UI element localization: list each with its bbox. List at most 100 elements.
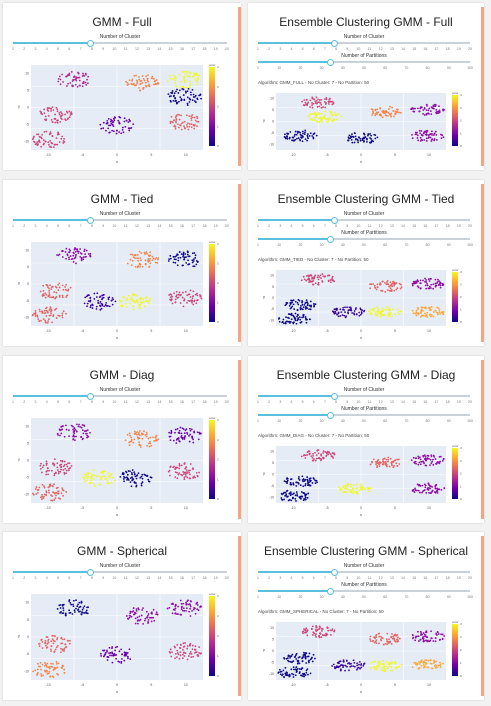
data-point	[284, 321, 287, 324]
slider-tick-label: 70	[404, 66, 409, 70]
slider-handle[interactable]	[331, 217, 339, 224]
slider-track[interactable]	[258, 588, 470, 595]
data-point	[102, 121, 105, 124]
slider-track[interactable]	[13, 40, 227, 47]
partition-slider[interactable]: Number of Partitions 1 10 20 30 40 50 60 70 80 90 1…	[257, 406, 473, 428]
slider-track[interactable]	[258, 236, 470, 243]
data-point	[62, 81, 65, 83]
slider-track[interactable]	[258, 569, 470, 576]
cluster-slider[interactable]: Number of Cluster 1 2 3 4 5 6 7 8 9 10 11 12 13 14 15 16…	[257, 563, 472, 585]
data-point	[389, 313, 392, 316]
cluster-slider[interactable]: Number of Cluster 1 2 3 4 5 6 7 8 9 10 11 12 13 14 15 16…	[257, 34, 472, 56]
data-point	[133, 430, 136, 433]
scatter-plot[interactable]: -10 -5 0 5 10 10 5 0 -5 -10 x y color 4 3 2 1 0	[11, 592, 235, 696]
scatter-plot[interactable]: -10 -5 0 5 10 10 5 0 -5 -10 x y color 4 3 2 1 0	[256, 444, 478, 519]
slider-track[interactable]	[13, 217, 227, 224]
data-point	[383, 457, 385, 460]
slider-handle[interactable]	[87, 40, 95, 47]
data-point	[44, 663, 47, 666]
scatter-plot[interactable]: -10 -5 0 5 10 10 5 0 -5 -10 x y color 4 3 2 1 0	[256, 268, 478, 342]
slider-track[interactable]	[258, 217, 470, 224]
data-point	[436, 306, 439, 309]
scatter-plot[interactable]: -10 -5 0 5 10 10 5 0 -5 -10 x y color 4 3 2 1 0	[11, 240, 235, 342]
data-point	[144, 617, 147, 620]
slider-track[interactable]	[258, 59, 470, 66]
x-tick-label: 0	[116, 683, 118, 687]
cluster-slider[interactable]: Number of Cluster 1 2 3 4 5 6 7 8 9 10 11 12 13 14 15 16…	[257, 211, 472, 233]
data-point	[36, 673, 39, 676]
data-point	[437, 278, 439, 281]
data-point	[110, 118, 112, 121]
scatter-plot[interactable]: -10 -5 0 5 10 10 5 0 -5 -10 x y color 4 3 2 1 0	[256, 91, 478, 166]
data-point	[70, 464, 73, 467]
data-point	[192, 655, 194, 658]
data-point	[121, 128, 124, 131]
data-point	[283, 480, 286, 483]
slider-track[interactable]	[13, 569, 227, 576]
data-point	[320, 106, 323, 109]
slider-handle[interactable]	[331, 569, 339, 576]
slider-tick-label: 18	[202, 47, 207, 51]
data-point	[36, 668, 39, 671]
slider-tick-label: 10	[112, 400, 117, 404]
data-point	[148, 83, 150, 86]
cluster-slider[interactable]: Number of Cluster 1 2 3 4 5 6 7 8 9 10 11 12 13 14 15 16…	[12, 211, 229, 233]
data-point	[62, 288, 65, 291]
colorbar-tick: 1	[460, 308, 462, 312]
slider-track[interactable]	[258, 412, 470, 419]
cluster-slider[interactable]: Number of Cluster 1 2 3 4 5 6 7 8 9 10 11 12 13 14 15 16…	[12, 34, 229, 56]
slider-track[interactable]	[13, 393, 227, 400]
data-point	[337, 315, 340, 318]
slider-handle[interactable]	[87, 217, 95, 224]
data-point	[379, 283, 382, 286]
data-point	[182, 252, 185, 255]
scatter-plot[interactable]: -10 -5 0 5 10 10 5 0 -5 -10 x y color 4 3 2 1 0	[256, 620, 478, 696]
slider-handle[interactable]	[87, 569, 95, 576]
data-point	[289, 660, 292, 663]
data-point	[377, 666, 379, 668]
y-axis-label: y	[18, 104, 20, 109]
data-point	[430, 462, 433, 465]
data-point	[56, 143, 59, 146]
x-tick-label: -10	[46, 153, 51, 157]
cluster-0	[300, 449, 336, 462]
cluster-slider[interactable]: Number of Cluster 1 2 3 4 5 6 7 8 9 10 11 12 13 14 15 16…	[12, 387, 229, 409]
cluster-2	[168, 426, 202, 444]
slider-handle[interactable]	[331, 393, 339, 400]
cluster-slider[interactable]: Number of Cluster 1 2 3 4 5 6 7 8 9 10 11 12 13 14 15 16…	[12, 563, 229, 585]
x-tick-label: -10	[46, 329, 51, 333]
scatter-plot[interactable]: -10 -5 0 5 10 10 5 0 -5 -10 x y color 4 3 2 1 0	[11, 63, 235, 166]
data-point	[192, 468, 194, 471]
partition-slider[interactable]: Number of Partitions 1 10 20 30 40 50 60 70 80 90 1…	[257, 53, 473, 75]
slider-handle[interactable]	[327, 588, 335, 595]
slider-track[interactable]	[258, 393, 470, 400]
partition-slider[interactable]: Number of Partitions 1 10 20 30 40 50 60 70 80 90 1…	[257, 230, 473, 252]
slider-handle[interactable]	[87, 393, 95, 400]
partition-slider[interactable]: Number of Partitions 1 10 20 30 40 50 60 70 80 90 1…	[257, 582, 473, 604]
data-point	[278, 317, 281, 319]
slider-tick-label: 18	[202, 224, 207, 228]
scatter-plot[interactable]: -10 -5 0 5 10 10 5 0 -5 -10 x y color 4 3 2 1 0	[11, 416, 235, 519]
colorbar-title: color	[209, 416, 216, 420]
slider-handle[interactable]	[331, 40, 339, 47]
slider-tick-label: 40	[340, 595, 345, 599]
data-point	[173, 124, 176, 127]
data-point	[80, 259, 83, 262]
slider-handle[interactable]	[327, 59, 335, 66]
slider-handle[interactable]	[327, 236, 335, 243]
data-point	[303, 454, 305, 457]
data-point	[372, 283, 375, 285]
slider-track[interactable]	[258, 40, 470, 47]
data-point	[170, 603, 173, 605]
data-point	[430, 277, 432, 280]
data-point	[68, 642, 71, 645]
data-point	[320, 454, 323, 457]
cluster-slider[interactable]: Number of Cluster 1 2 3 4 5 6 7 8 9 10 11 12 13 14 15 16…	[257, 387, 472, 409]
data-point	[391, 308, 394, 311]
slider-handle[interactable]	[327, 412, 335, 419]
data-point	[171, 612, 174, 615]
data-point	[174, 100, 177, 103]
data-point	[58, 286, 61, 289]
data-point	[129, 298, 131, 301]
data-point	[442, 662, 444, 665]
